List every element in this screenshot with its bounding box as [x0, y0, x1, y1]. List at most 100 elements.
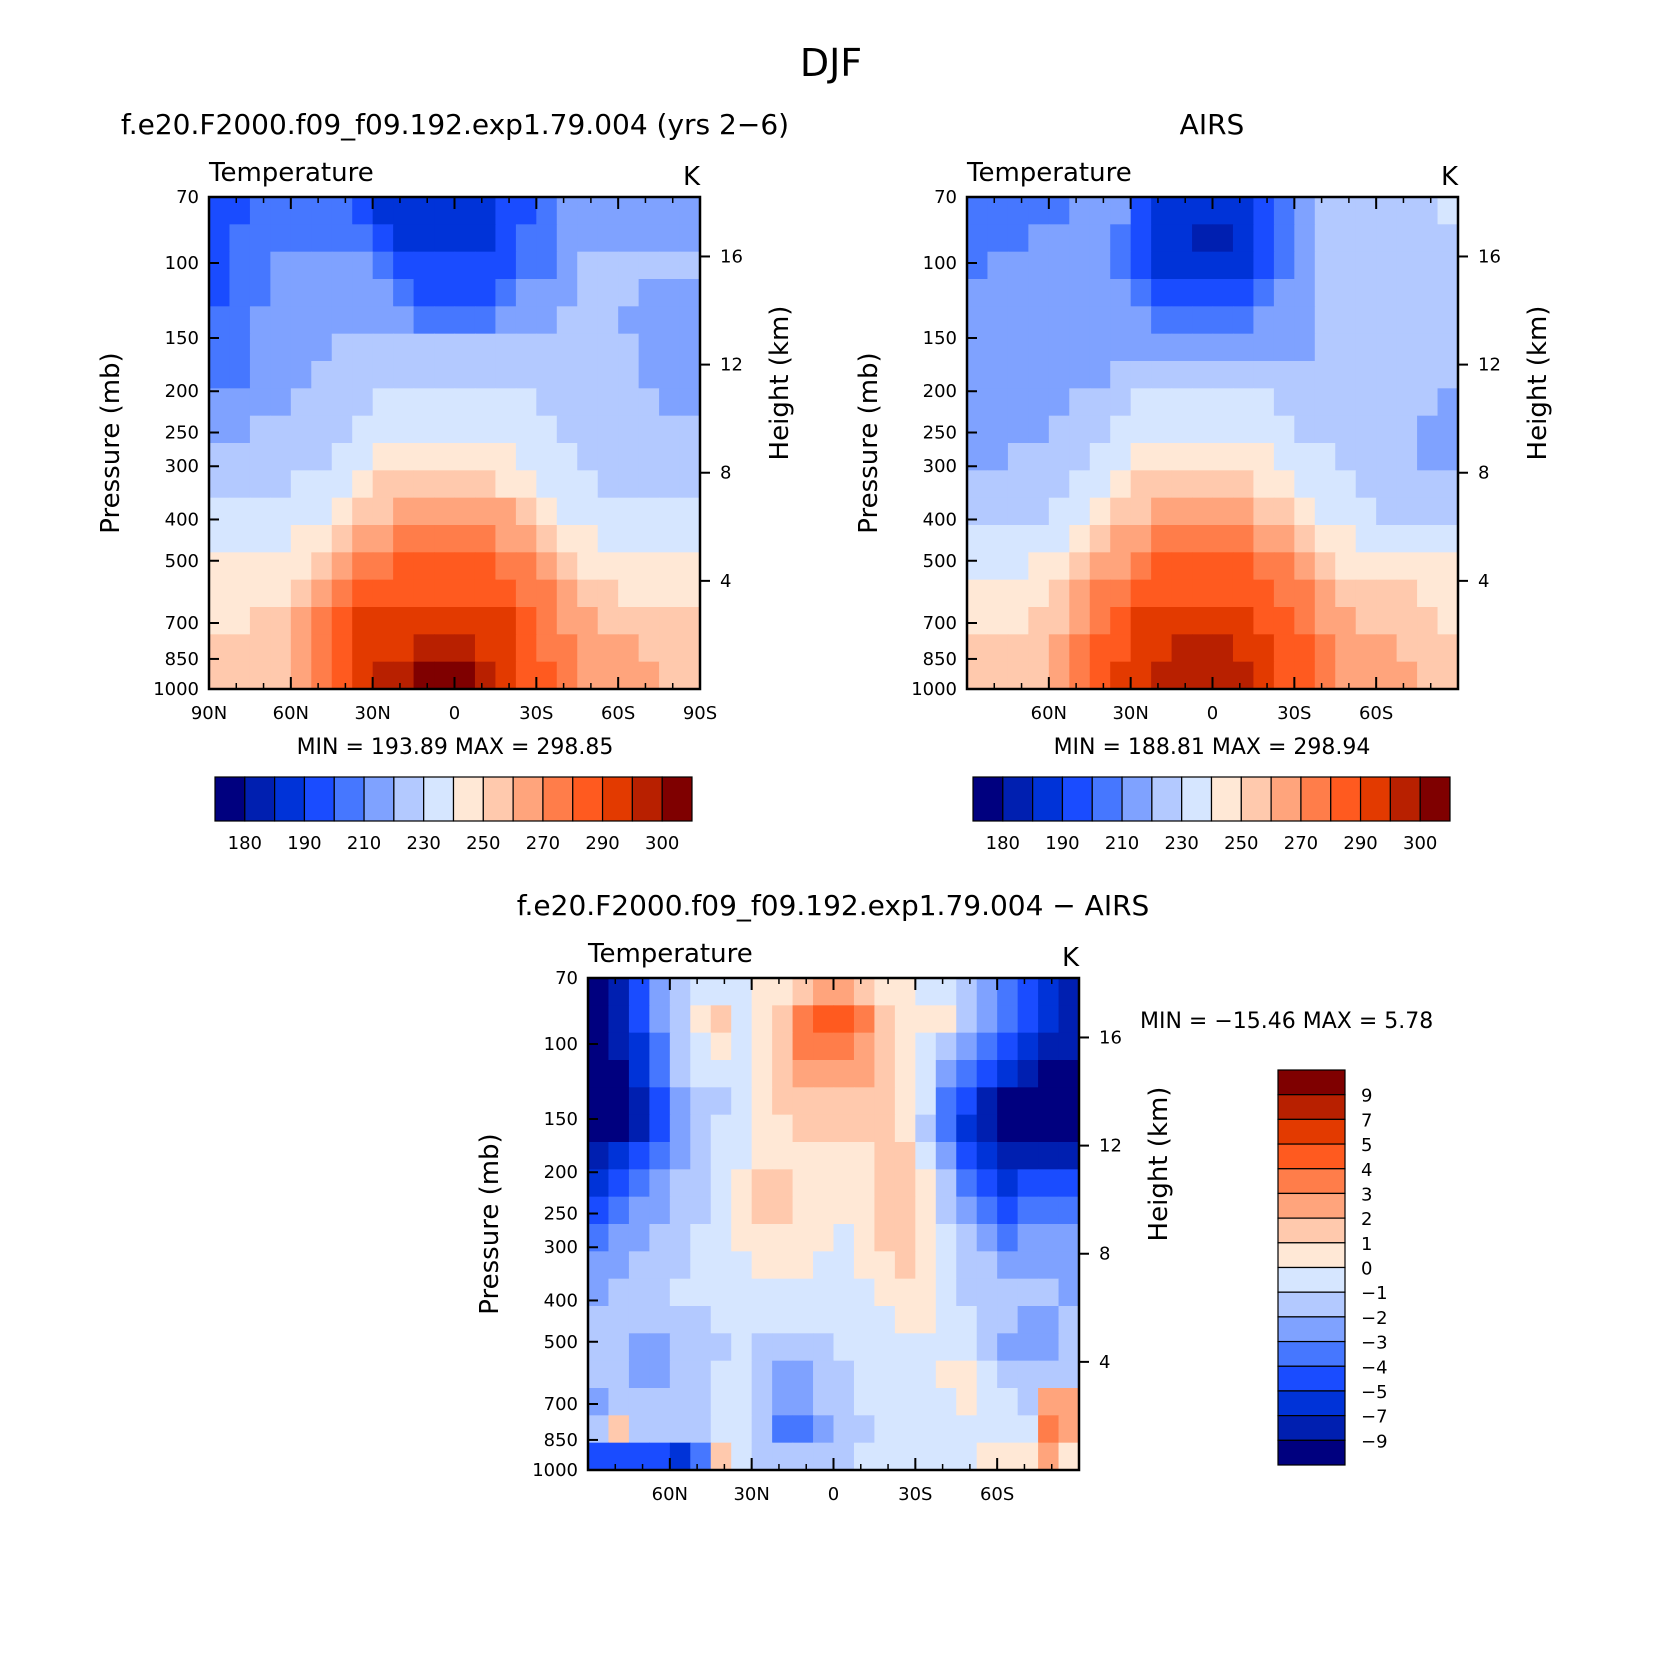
heatmap-cell: [659, 197, 681, 225]
heatmap-cell: [393, 224, 415, 253]
heatmap-cell: [1396, 661, 1418, 690]
heatmap-cell: [1212, 443, 1234, 471]
heatmap-cell: [1232, 525, 1255, 553]
heatmap-cell: [331, 197, 353, 225]
heatmap-cell: [577, 361, 599, 389]
heatmap-cell: [638, 361, 660, 389]
heatmap-cell: [997, 1224, 1019, 1252]
heatmap-cell: [393, 579, 415, 608]
heatmap-cell: [976, 1278, 998, 1307]
heatmap-cell: [1048, 333, 1070, 362]
heatmap-cell: [1028, 388, 1050, 417]
heatmap-cells: [209, 197, 701, 690]
heatmap-cell: [372, 634, 394, 663]
heatmap-cell: [209, 443, 231, 471]
heatmap-cell: [588, 1142, 610, 1170]
heatmap-cell: [1376, 470, 1398, 499]
heatmap-cell: [290, 224, 312, 253]
heatmap-cell: [1110, 279, 1132, 307]
colorbar-label: −2: [1361, 1308, 1388, 1329]
heatmap-cell: [710, 1278, 732, 1307]
heatmap-cell: [454, 470, 476, 499]
colorbar-swatch: [1270, 776, 1302, 822]
heatmap-cell: [270, 661, 292, 690]
heatmap-cell: [495, 470, 517, 499]
heatmap-cell: [618, 525, 640, 553]
heatmap-cell: [628, 1087, 650, 1116]
heatmap-cell: [209, 251, 231, 280]
colorbar-label: −4: [1361, 1357, 1388, 1378]
heatmap-cell: [772, 978, 794, 1006]
heatmap-cell: [249, 224, 271, 253]
heatmap-cell: [588, 1333, 610, 1362]
heatmap-cell: [1130, 333, 1152, 362]
heatmap-cell: [638, 607, 660, 635]
heatmap-cell: [915, 1224, 937, 1252]
heatmap-cell: [249, 579, 271, 608]
heatmap-cell: [894, 1087, 916, 1116]
heatmap-cell: [352, 497, 374, 526]
heatmap-cell: [352, 470, 374, 499]
heatmap-cell: [1273, 443, 1295, 471]
colorbar-swatch: [1277, 1266, 1346, 1293]
heatmap-cell: [1253, 333, 1275, 362]
heatmap-cell: [792, 1087, 814, 1116]
heatmap-cell: [1335, 197, 1357, 225]
heatmap-cell: [956, 1005, 978, 1034]
heatmap-cell: [710, 1306, 732, 1334]
heatmap-cell: [536, 388, 558, 417]
heatmap-cell: [915, 1087, 937, 1116]
y-tick-label: 1000: [911, 679, 957, 700]
heatmap-cell: [1314, 661, 1336, 690]
heatmap-cell: [454, 525, 476, 553]
heatmap-cell: [577, 470, 599, 499]
heatmap-cell: [1355, 415, 1377, 444]
heatmap-cell: [229, 470, 251, 499]
heatmap-cell: [618, 333, 640, 362]
heatmap-cell: [311, 497, 333, 526]
heatmap-cell: [1335, 661, 1357, 690]
heatmap-cell: [1151, 224, 1173, 253]
heatmap-cell: [997, 1005, 1019, 1034]
heatmap-cell: [1038, 1442, 1060, 1471]
heatmap-cell: [311, 415, 333, 444]
heatmap-cell: [874, 1388, 896, 1416]
heatmap-cell: [772, 1415, 794, 1444]
heatmap-cell: [649, 1360, 671, 1389]
heatmap-cell: [956, 1333, 978, 1362]
heatmap-cell: [1314, 607, 1336, 635]
heatmap-cell: [372, 443, 394, 471]
heatmap-cell: [628, 1005, 650, 1034]
heatmap-cell: [1017, 978, 1039, 1006]
heatmap-cell: [915, 1169, 937, 1198]
heatmap-cell: [331, 634, 353, 663]
heatmap-cell: [649, 1169, 671, 1198]
heatmap-cell: [649, 1333, 671, 1362]
heatmap-cell: [1192, 552, 1214, 581]
heatmap-cell: [1294, 306, 1316, 335]
heatmap-cell: [331, 661, 353, 690]
heatmap-cell: [290, 470, 312, 499]
heatmap-cell: [874, 1333, 896, 1362]
heatmap-cell: [710, 1114, 732, 1143]
heatmap-cell: [556, 552, 578, 581]
heatmap-cell: [209, 525, 231, 553]
heatmap-cell: [331, 333, 353, 362]
heatmap-cell: [792, 1224, 814, 1252]
heatmap-cell: [813, 1415, 835, 1444]
heatmap-cell: [1212, 470, 1234, 499]
heatmap-cell: [495, 197, 517, 225]
heatmap-cell: [956, 1360, 978, 1389]
heatmap-cell: [515, 306, 537, 335]
heatmap-cell: [1396, 470, 1418, 499]
colorbar-swatch: [1277, 1340, 1346, 1367]
y-tick-label: 400: [923, 509, 957, 530]
heatmap-cell: [1437, 251, 1459, 280]
heatmap-cell: [597, 443, 619, 471]
heatmap-cell: [1028, 607, 1050, 635]
heatmap-cell: [454, 634, 476, 663]
heatmap-cell: [915, 1032, 937, 1061]
x-tick-label: 30N: [1112, 703, 1148, 724]
heatmap-cell: [608, 1224, 630, 1252]
heatmap-cell: [608, 1114, 630, 1143]
